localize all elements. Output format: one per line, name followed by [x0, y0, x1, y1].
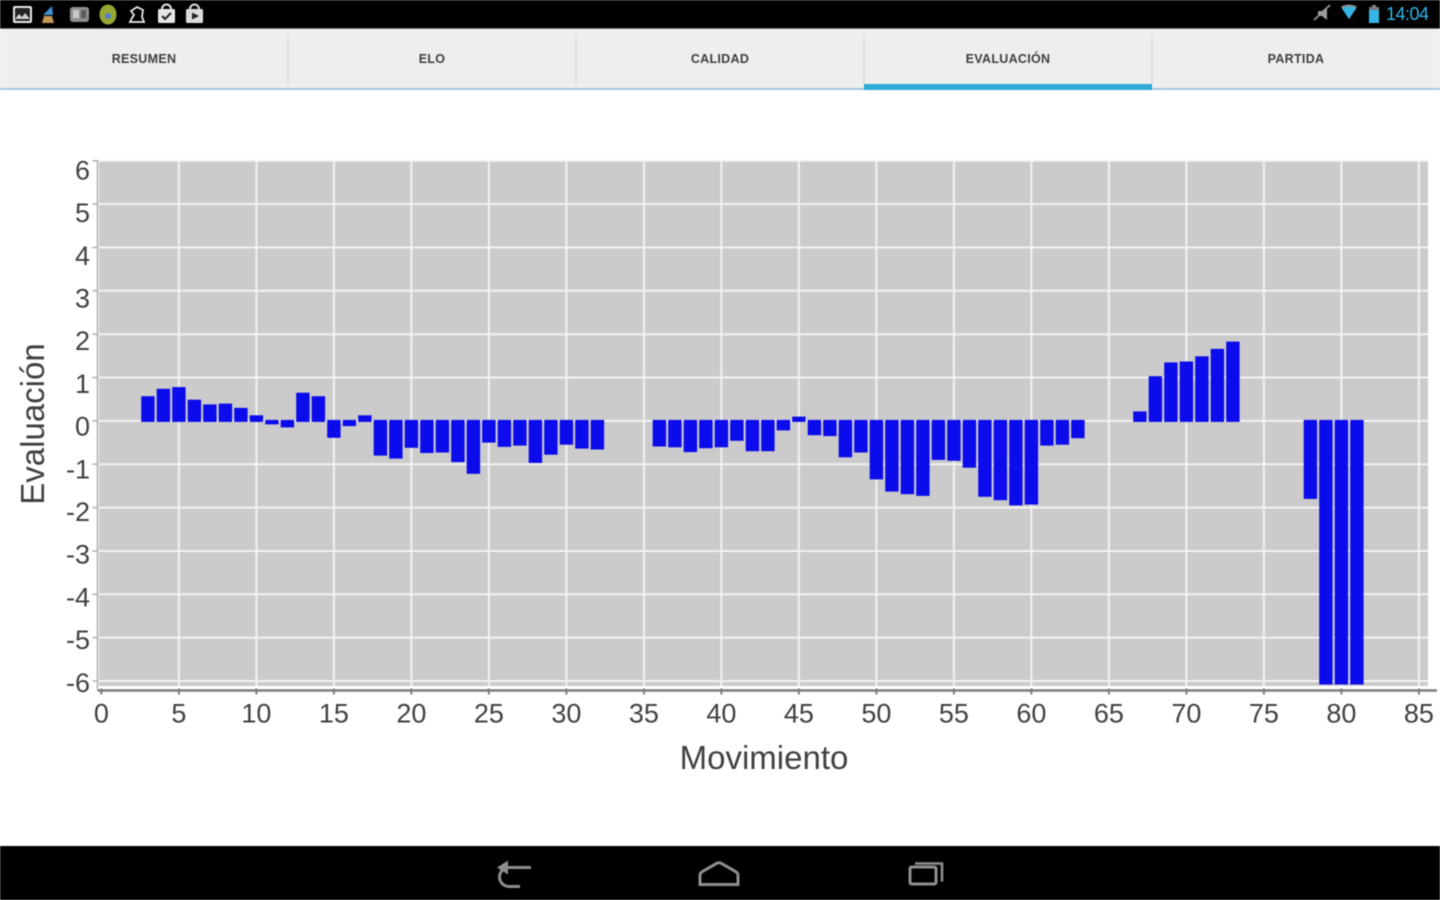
- svg-text:40: 40: [706, 699, 736, 729]
- svg-text:25: 25: [474, 699, 504, 729]
- svg-text:10: 10: [241, 699, 271, 729]
- svg-text:75: 75: [1249, 699, 1279, 729]
- svg-text:35: 35: [629, 699, 659, 729]
- svg-text:3: 3: [75, 284, 90, 314]
- svg-text:55: 55: [939, 699, 969, 729]
- svg-text:6: 6: [75, 155, 90, 185]
- svg-text:Evaluación: Evaluación: [14, 343, 51, 504]
- svg-text:0: 0: [75, 412, 90, 442]
- svg-text:-6: -6: [66, 668, 90, 698]
- svg-text:4: 4: [75, 241, 90, 271]
- svg-text:5: 5: [171, 699, 186, 729]
- svg-text:2: 2: [75, 326, 90, 356]
- svg-text:1: 1: [75, 369, 90, 399]
- svg-text:60: 60: [1016, 699, 1046, 729]
- svg-text:-1: -1: [66, 454, 90, 484]
- svg-text:-5: -5: [66, 625, 90, 655]
- svg-text:Movimiento: Movimiento: [680, 739, 849, 776]
- svg-text:50: 50: [861, 699, 891, 729]
- svg-text:70: 70: [1171, 699, 1201, 729]
- svg-text:80: 80: [1326, 699, 1356, 729]
- svg-text:-3: -3: [66, 540, 90, 570]
- svg-text:85: 85: [1404, 699, 1434, 729]
- svg-text:45: 45: [784, 699, 814, 729]
- svg-text:-2: -2: [66, 497, 90, 527]
- svg-text:15: 15: [319, 699, 349, 729]
- svg-text:-4: -4: [66, 582, 90, 612]
- svg-text:30: 30: [551, 699, 581, 729]
- svg-text:5: 5: [75, 198, 90, 228]
- svg-text:65: 65: [1094, 699, 1124, 729]
- svg-text:0: 0: [94, 699, 109, 729]
- svg-text:20: 20: [396, 699, 426, 729]
